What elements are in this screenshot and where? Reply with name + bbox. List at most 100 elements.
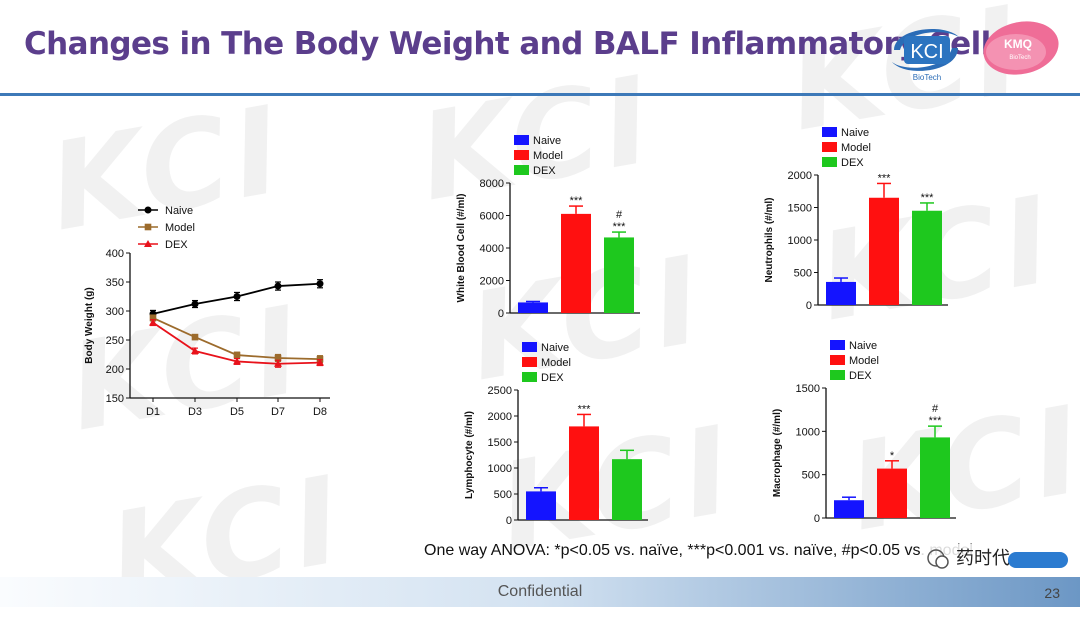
- legend-label: Model: [533, 150, 563, 162]
- title-divider: [0, 93, 1080, 96]
- kmq-logo-sub: BioTech: [1009, 55, 1030, 61]
- bar-dex: [912, 210, 942, 305]
- page-title: Changes in The Body Weight and BALF Infl…: [24, 26, 1009, 62]
- x-tick-label: D7: [271, 406, 285, 418]
- legend-label: DEX: [849, 370, 872, 382]
- data-point-naive: [233, 293, 241, 300]
- bar-model: [869, 197, 899, 305]
- data-point-model: [274, 354, 282, 362]
- x-tick-label: D5: [230, 406, 244, 418]
- footer-bar: Confidential 23: [0, 577, 1080, 607]
- bar-model: [569, 426, 599, 520]
- y-tick-label: 200: [106, 364, 124, 376]
- legend-swatch-naive: [822, 127, 837, 137]
- legend-label: Model: [541, 357, 571, 369]
- y-tick-label: 0: [814, 513, 820, 525]
- kmq-logo-text: KMQ: [1004, 37, 1032, 51]
- legend-swatch-dex: [822, 157, 837, 167]
- legend-label: Model: [165, 222, 195, 234]
- x-tick-label: D8: [313, 406, 327, 418]
- y-tick-label: 1500: [796, 383, 820, 395]
- x-tick-label: D1: [146, 406, 160, 418]
- legend-label: Naive: [841, 127, 869, 139]
- legend-swatch-dex: [514, 165, 529, 175]
- legend-swatch-dex: [830, 370, 845, 380]
- kmq-logo: KMQ BioTech: [983, 21, 1059, 75]
- data-point-dex: [191, 347, 199, 355]
- y-tick-label: 1500: [488, 437, 512, 449]
- significance-label: ***: [929, 415, 943, 427]
- legend-marker: [144, 223, 152, 231]
- body-weight-chart: Naive Model DEX 150 200 250 300 350 400 D1 D3 D5 D7 D…: [84, 205, 330, 418]
- data-point-naive: [274, 282, 282, 290]
- data-point-dex: [233, 357, 241, 365]
- y-tick-label: 250: [106, 335, 124, 347]
- data-point-dex: [274, 359, 282, 367]
- y-tick-label: 350: [106, 277, 124, 289]
- legend-label: DEX: [841, 157, 864, 169]
- y-axis-title: Body Weight (g): [84, 287, 95, 363]
- legend-label: Model: [849, 355, 879, 367]
- legend-swatch-naive: [514, 135, 529, 145]
- y-tick-label: 500: [802, 470, 820, 482]
- significance-label: ***: [921, 192, 935, 204]
- kci-logo-sub: BioTech: [913, 73, 941, 82]
- wechat-badge: 药时代: [922, 544, 1072, 572]
- y-axis-title: White Blood Cell (#/ml): [456, 194, 467, 303]
- significance-label: ***: [578, 403, 592, 415]
- wechat-account-name: 药时代: [956, 548, 1010, 568]
- y-tick-label: 1500: [788, 203, 812, 215]
- y-tick-label: 0: [506, 515, 512, 527]
- bar-model: [877, 468, 907, 518]
- legend-label: Naive: [849, 340, 877, 352]
- legend-swatch-naive: [522, 342, 537, 352]
- x-tick-label: D3: [188, 406, 202, 418]
- y-tick-label: 400: [106, 248, 124, 260]
- bar-dex: [612, 459, 642, 520]
- bar-dex: [920, 437, 950, 518]
- legend-label: DEX: [165, 239, 188, 251]
- significance-label-model: #: [616, 209, 623, 221]
- y-tick-label: 2000: [788, 170, 812, 182]
- y-tick-label: 2000: [480, 276, 504, 288]
- bar-naive: [518, 302, 548, 313]
- bar-naive: [834, 500, 864, 518]
- data-point-dex: [149, 318, 157, 326]
- kci-logo-text: KCI: [910, 41, 943, 63]
- legend-swatch-model: [830, 355, 845, 365]
- macrophage-chart: Naive Model DEX 0 500 1000 1500 Macrophage (#/m…: [772, 340, 956, 525]
- statistics-footnote: One way ANOVA: *p<0.05 vs. naïve, ***p<0…: [424, 542, 973, 559]
- page-number: 23: [1044, 585, 1060, 601]
- significance-label: ***: [878, 172, 892, 184]
- legend-swatch-model: [522, 357, 537, 367]
- bar-naive: [526, 491, 556, 520]
- legend-swatch-dex: [522, 372, 537, 382]
- data-point-model: [191, 333, 199, 341]
- data-point-naive: [191, 300, 199, 308]
- legend-label: Naive: [165, 205, 193, 217]
- y-axis-title: Macrophage (#/ml): [772, 409, 783, 497]
- y-tick-label: 1000: [796, 426, 820, 438]
- confidential-label: Confidential: [497, 583, 583, 600]
- y-tick-label: 4000: [480, 243, 504, 255]
- lymphocyte-chart: Naive Model DEX 0 500 1000 1500 2000 2500 Lymphoc…: [464, 342, 648, 527]
- y-tick-label: 6000: [480, 211, 504, 223]
- legend-swatch-model: [514, 150, 529, 160]
- legend-label: Naive: [541, 342, 569, 354]
- drug-badge-icon: [1008, 552, 1068, 568]
- y-tick-label: 8000: [480, 178, 504, 190]
- y-tick-label: 2000: [488, 411, 512, 423]
- legend-swatch-model: [822, 142, 837, 152]
- significance-label-model: #: [932, 403, 939, 415]
- y-tick-label: 2500: [488, 385, 512, 397]
- bar-naive: [826, 281, 856, 305]
- legend-label: Naive: [533, 135, 561, 147]
- y-tick-label: 0: [806, 300, 812, 312]
- legend-label: DEX: [533, 165, 556, 177]
- y-tick-label: 1000: [488, 463, 512, 475]
- significance-label: *: [890, 450, 895, 462]
- y-tick-label: 0: [498, 308, 504, 320]
- y-tick-label: 1000: [788, 235, 812, 247]
- white-blood-cell-chart: Naive Model DEX 0 2000 4000 6000 8000 White Bloo…: [456, 135, 640, 320]
- significance-label: ***: [613, 221, 627, 233]
